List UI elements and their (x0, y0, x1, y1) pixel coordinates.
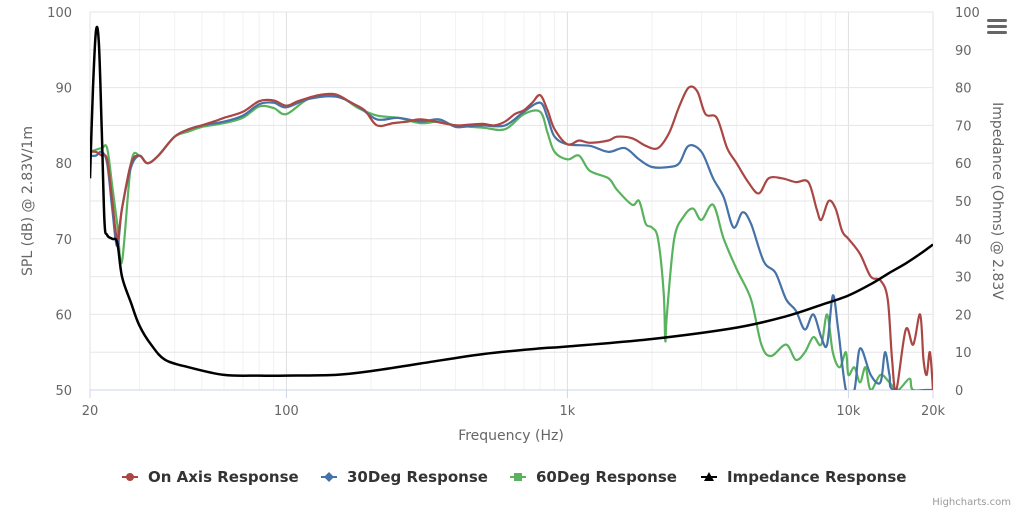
y-right-tick-label: 10 (955, 346, 972, 361)
diamond-marker-icon (324, 472, 334, 482)
y-right-tick-label: 50 (955, 195, 972, 210)
y-right-tick-label: 80 (955, 82, 972, 97)
legend-label: 60Deg Response (536, 468, 677, 486)
axes: 20 100 1k 10k 20k 50 60 70 80 90 100 0 10 20 30 40 50 60 7… (47, 6, 980, 419)
x-axis-title: Frequency (Hz) (458, 428, 564, 444)
circle-marker-icon (126, 473, 134, 481)
legend-item[interactable]: Impedance Response (701, 468, 906, 486)
legend-label: On Axis Response (148, 468, 299, 486)
x-tick-label: 100 (274, 404, 299, 419)
x-tick-label: 20 (82, 404, 99, 419)
y-right-tick-label: 90 (955, 44, 972, 59)
legend-label: Impedance Response (727, 468, 906, 486)
y-right-tick-label: 100 (955, 6, 980, 21)
series-line-60deg-response[interactable] (90, 93, 933, 391)
y-right-tick-label: 70 (955, 119, 972, 134)
series-line-on-axis-response[interactable] (90, 85, 933, 390)
y-left-tick-label: 70 (55, 233, 72, 248)
y-right-tick-label: 60 (955, 157, 972, 172)
y-left-tick-label: 90 (55, 82, 72, 97)
grid (89, 11, 934, 391)
y-left-tick-label: 60 (55, 308, 72, 323)
y-left-tick-label: 80 (55, 157, 72, 172)
legend-label: 30Deg Response (347, 468, 488, 486)
y-right-tick-label: 40 (955, 233, 972, 248)
x-tick-label: 20k (921, 404, 946, 419)
y-axis-right-title: Impedance (Ohms) @ 2.83V (989, 102, 1005, 300)
legend-item[interactable]: On Axis Response (122, 468, 299, 486)
series-layer (90, 25, 933, 391)
x-tick-label: 10k (836, 404, 861, 419)
y-left-tick-label: 50 (55, 384, 72, 399)
y-right-tick-label: 30 (955, 271, 972, 286)
y-right-tick-label: 20 (955, 308, 972, 323)
y-right-tick-label: 0 (955, 384, 963, 399)
hamburger-menu-icon[interactable] (984, 15, 1010, 39)
legend: On Axis Response 30Deg Response 60Deg Resp… (122, 468, 906, 486)
y-left-tick-label: 100 (47, 6, 72, 21)
triangle-marker-icon (704, 472, 714, 481)
y-axis-left-title: SPL (dB) @ 2.83V/1m (20, 126, 36, 276)
credits-link[interactable]: Highcharts.com (932, 497, 1011, 508)
square-marker-icon (514, 473, 522, 481)
legend-item[interactable]: 30Deg Response (321, 468, 488, 486)
x-tick-label: 1k (560, 404, 576, 419)
series-line-impedance-response[interactable] (90, 25, 933, 377)
legend-item[interactable]: 60Deg Response (510, 468, 677, 486)
